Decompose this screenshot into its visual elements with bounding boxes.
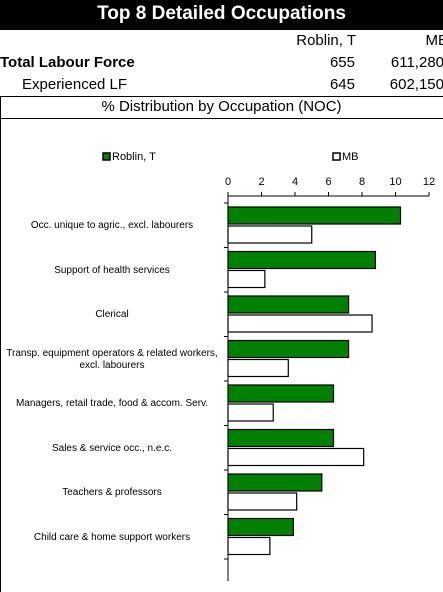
bar bbox=[227, 492, 298, 511]
x-tick-label: 4 bbox=[292, 176, 298, 188]
category-label: Teachers & professors bbox=[62, 487, 162, 499]
cell: 611,280 bbox=[390, 54, 443, 71]
bar bbox=[227, 473, 323, 492]
category-label: Support of health services bbox=[54, 264, 170, 276]
category-label: Clerical bbox=[95, 309, 129, 321]
category-label: Child care & home support workers bbox=[33, 531, 191, 543]
bar bbox=[227, 206, 402, 225]
legend-label: MB bbox=[342, 151, 359, 163]
category-label: Transp. equipment operators & related wo… bbox=[6, 347, 218, 371]
row-label: Experienced LF bbox=[22, 76, 128, 93]
bar bbox=[227, 447, 365, 467]
title-bar bbox=[0, 0, 443, 30]
column-header: MB bbox=[425, 32, 443, 49]
category-label: Sales & service occ., n.e.c. bbox=[51, 442, 173, 454]
bar bbox=[227, 295, 350, 314]
bar bbox=[227, 358, 289, 378]
row-label: Total Labour Force bbox=[0, 54, 135, 71]
section-title: % Distribution by Occupation (NOC) bbox=[101, 98, 342, 115]
x-tick-label: 6 bbox=[325, 176, 331, 188]
bar bbox=[227, 225, 313, 244]
bar bbox=[227, 339, 350, 359]
x-tick-label: 0 bbox=[225, 176, 231, 188]
chart-frame bbox=[0, 118, 1, 592]
cell: 655 bbox=[329, 54, 355, 71]
x-tick-label: 2 bbox=[258, 176, 264, 188]
column-header: Roblin, T bbox=[296, 32, 356, 49]
x-tick-label: 12 bbox=[423, 176, 435, 188]
cell: 602,150 bbox=[389, 76, 443, 93]
bar bbox=[227, 403, 274, 422]
bar bbox=[227, 269, 266, 289]
legend-swatch bbox=[332, 152, 341, 161]
x-tick-label: 8 bbox=[359, 176, 365, 188]
bar bbox=[227, 517, 294, 537]
bar bbox=[227, 428, 335, 448]
cell: 645 bbox=[329, 76, 355, 93]
bar bbox=[227, 536, 271, 556]
bar bbox=[227, 314, 373, 333]
bar bbox=[227, 384, 335, 403]
section-box bbox=[0, 96, 443, 119]
bar bbox=[227, 250, 376, 270]
title: Top 8 Detailed Occupations bbox=[97, 3, 346, 24]
legend-label: Roblin, T bbox=[112, 151, 156, 163]
category-label: Managers, retail trade, food & accom. Se… bbox=[15, 398, 209, 410]
category-label: Occ. unique to agric., excl. labourers bbox=[30, 220, 194, 232]
x-tick-label: 10 bbox=[389, 176, 401, 188]
legend-swatch bbox=[102, 152, 111, 161]
